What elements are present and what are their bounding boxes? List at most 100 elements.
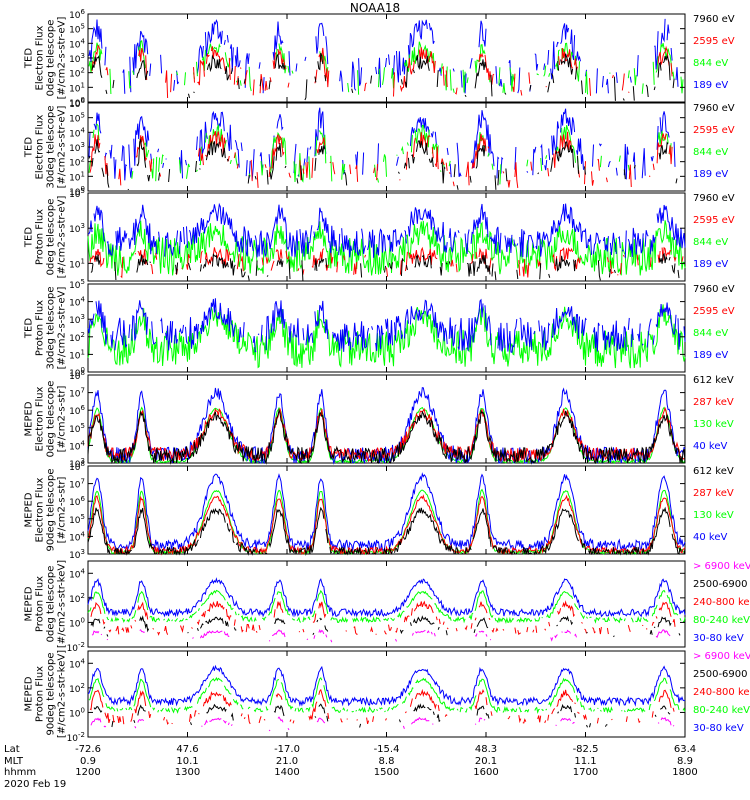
y-tick-exponent: 0	[81, 96, 85, 104]
y-tick-label: 103	[69, 313, 85, 326]
series-189-ev	[87, 298, 686, 353]
y-tick-exponent: 2	[81, 156, 85, 164]
legend-entry: 287 keV	[693, 397, 734, 408]
series-240-800-kev	[91, 601, 683, 635]
y-tick-exponent: -2	[78, 641, 85, 649]
y-tick-base: 10	[69, 425, 81, 435]
y-tick-label: 10-2	[67, 731, 85, 744]
y-tick-exponent: 0	[81, 616, 85, 624]
y-axis-label-line: Proton Flux	[35, 300, 46, 356]
legend-entry: 189 eV	[693, 169, 728, 180]
y-axis-label-line: MEPED	[24, 401, 35, 436]
legend-entry: > 6900 keV	[693, 561, 750, 572]
bottom-axis-value: 21.0	[276, 756, 298, 767]
legend-entry: 612 keV	[693, 375, 734, 386]
y-tick-exponent: 0	[81, 366, 85, 374]
y-tick-base: 10	[69, 316, 81, 326]
y-tick-base: 10	[69, 129, 81, 139]
y-tick-base: 10	[69, 463, 81, 473]
y-tick-base: 10	[69, 685, 81, 695]
legend-entry: 844 eV	[693, 147, 728, 158]
y-tick-label: 104	[69, 37, 85, 50]
y-tick-label: 105	[69, 23, 85, 36]
y-tick-exponent: 8	[81, 369, 85, 377]
y-tick-label: 104	[69, 657, 85, 670]
y-tick-label: 108	[69, 460, 85, 473]
y-tick-label: 103	[69, 548, 85, 561]
y-tick-base: 10	[69, 372, 81, 382]
legend-entry: 2500-6900	[693, 579, 748, 590]
legend-entry: 189 eV	[693, 259, 728, 270]
y-tick-exponent: 6	[81, 97, 86, 105]
bottom-row-label: Lat	[4, 744, 20, 755]
bottom-axis-value: 10.1	[176, 756, 198, 767]
y-axis-label-line: 30deg telescope	[46, 286, 57, 369]
y-tick-label: 106	[69, 8, 85, 21]
y-tick-base: 10	[69, 390, 81, 400]
y-tick-label: 101	[69, 170, 85, 183]
y-tick-exponent: 2	[81, 682, 85, 690]
legend-entry: 2595 eV	[693, 306, 735, 317]
y-tick-base: 10	[69, 570, 81, 580]
y-axis-label-line: 30deg telescope	[46, 105, 57, 188]
y-tick-exponent: 2	[81, 67, 85, 75]
y-axis-label-line: [#/cm2-s-str]	[57, 476, 68, 543]
bottom-row-label: MLT	[4, 756, 24, 767]
y-tick-base: 10	[69, 55, 81, 65]
y-axis-label-line: MEPED	[24, 586, 35, 621]
legend-entry: 7960 eV	[693, 14, 735, 25]
y-tick-label: 102	[69, 682, 85, 695]
y-axis-label-line: TED	[24, 48, 35, 69]
legend-entry: 130 keV	[693, 510, 734, 521]
y-tick-label: 105	[69, 112, 85, 125]
y-tick-exponent: 3	[81, 222, 85, 230]
y-tick-exponent: 5	[81, 422, 85, 430]
bottom-axis-value: 8.8	[379, 756, 395, 767]
y-tick-exponent: -2	[78, 731, 85, 739]
bottom-axis-value: 11.1	[574, 756, 596, 767]
y-tick-base: 10	[69, 70, 81, 80]
y-axis-label-line: Proton Flux	[35, 209, 46, 265]
y-axis-label-line: Proton Flux	[35, 666, 46, 722]
series-40-kev	[87, 472, 686, 553]
legend-entry: 40 keV	[693, 532, 727, 543]
y-tick-label: 107	[69, 387, 85, 400]
legend-entry: 2595 eV	[693, 215, 735, 226]
y-tick-label: 105	[69, 187, 85, 200]
y-tick-label: 106	[69, 97, 85, 110]
y-axis-label-line: [#/cm2-s-str]	[57, 385, 68, 452]
bottom-row-label: hhmm	[4, 767, 36, 778]
y-tick-label: 104	[69, 530, 85, 543]
y-tick-base: 10	[69, 709, 81, 719]
legend-entry: 80-240 keV	[693, 615, 750, 626]
y-tick-base: 10	[69, 334, 81, 344]
y-axis-label-line: [#/cm2-s-str-eV]	[57, 196, 68, 279]
y-tick-exponent: 4	[81, 657, 86, 665]
y-tick-exponent: 2	[81, 331, 85, 339]
y-tick-exponent: 5	[81, 278, 85, 286]
y-tick-exponent: 3	[81, 52, 85, 60]
series-189-ev	[89, 19, 683, 94]
y-tick-base: 10	[69, 660, 81, 670]
y-axis-label-line: TED	[24, 318, 35, 339]
bottom-axis-value: 1500	[374, 767, 399, 778]
y-tick-base: 10	[69, 225, 81, 235]
series--6900-kev	[91, 717, 685, 731]
y-tick-label: 108	[69, 369, 85, 382]
bottom-axis-value: 8.9	[677, 756, 693, 767]
series-2500-6900-kev	[91, 617, 683, 637]
y-tick-base: 10	[69, 159, 81, 169]
y-tick-exponent: 1	[81, 257, 85, 265]
plot-frame	[87, 102, 686, 192]
y-tick-base: 10	[69, 115, 81, 125]
y-tick-exponent: 4	[81, 126, 86, 134]
y-axis-label-line: 90deg telescope	[46, 652, 57, 735]
bottom-axis-value: 1800	[672, 767, 697, 778]
y-tick-label: 104	[69, 439, 85, 452]
y-tick-base: 10	[69, 407, 81, 417]
series-7960-ev	[89, 139, 684, 190]
legend-entry: 7960 eV	[693, 193, 735, 204]
